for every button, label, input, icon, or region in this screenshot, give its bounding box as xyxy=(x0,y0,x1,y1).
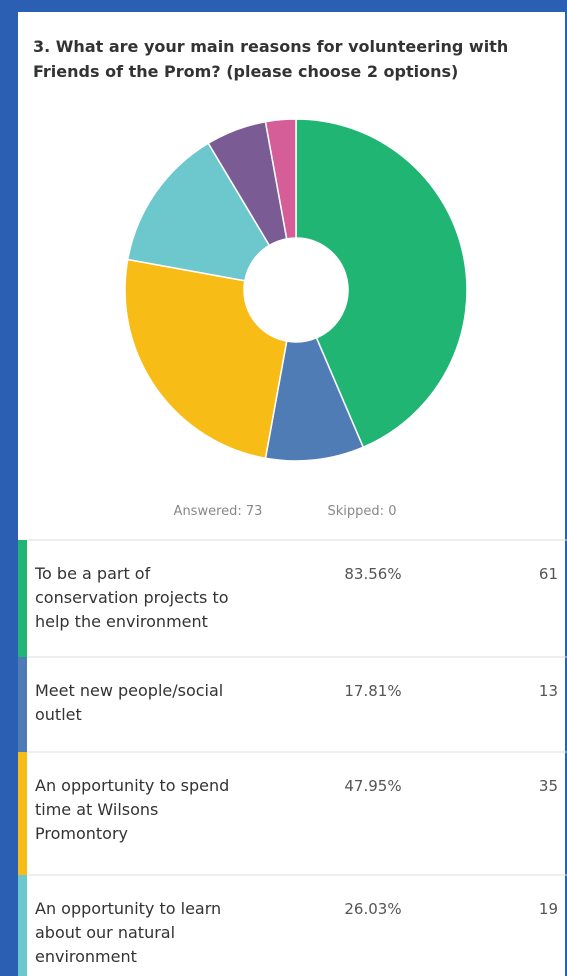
row-count: 61 xyxy=(539,565,558,583)
row-percent: 26.03% xyxy=(344,900,401,918)
row-label: To be a part of xyxy=(34,564,151,583)
page: 3. What are your main reasons for volunt… xyxy=(0,0,567,976)
row-label: conservation projects to xyxy=(35,588,229,607)
question-title: 3. What are your main reasons for volunt… xyxy=(33,37,508,56)
row-percent: 83.56% xyxy=(344,565,401,583)
row-label: help the environment xyxy=(35,612,208,631)
answered-count: Answered: 73 xyxy=(174,504,263,519)
donut-slice xyxy=(125,259,287,458)
row-color-bar xyxy=(18,540,27,657)
question-title: Friends of the Prom? (please choose 2 op… xyxy=(33,62,458,81)
row-count: 35 xyxy=(539,777,558,795)
row-label: environment xyxy=(35,947,137,966)
survey-result: 3. What are your main reasons for volunt… xyxy=(0,0,567,976)
row-label: time at Wilsons xyxy=(35,800,158,819)
row-label: Meet new people/social xyxy=(35,681,223,700)
row-label: Promontory xyxy=(35,824,128,843)
skipped-count: Skipped: 0 xyxy=(328,504,397,519)
row-label: outlet xyxy=(35,705,82,724)
row-color-bar xyxy=(18,657,27,752)
row-color-bar xyxy=(18,875,27,976)
row-percent: 17.81% xyxy=(344,682,401,700)
row-percent: 47.95% xyxy=(344,777,401,795)
row-count: 19 xyxy=(539,900,558,918)
row-label: An opportunity to learn xyxy=(35,899,221,918)
row-label: about our natural xyxy=(35,923,175,942)
row-count: 13 xyxy=(539,682,558,700)
row-color-bar xyxy=(18,752,27,875)
row-label: An opportunity to spend xyxy=(35,776,229,795)
